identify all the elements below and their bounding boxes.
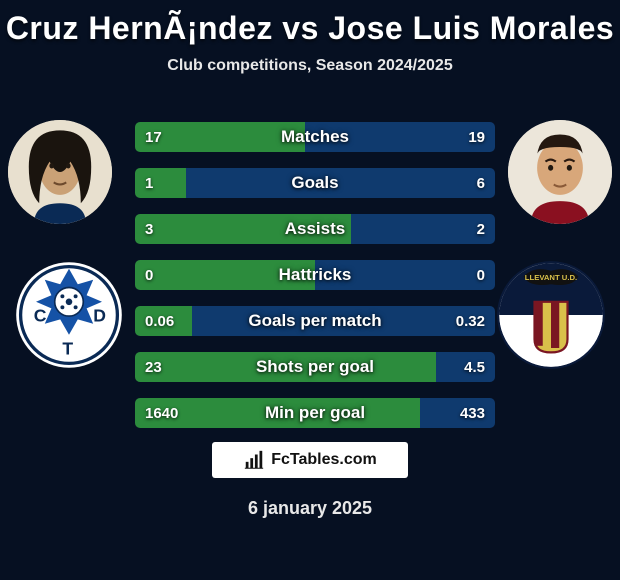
bar-right-segment: [315, 260, 495, 290]
comparison-bars: Matches1719 Goals16 Assists32 Hattricks00 Go…: [135, 122, 495, 444]
svg-text:C: C: [34, 306, 47, 326]
player-right-avatar: [508, 120, 612, 224]
bar-right-segment: [436, 352, 495, 382]
stat-row: Min per goal1640433: [135, 398, 495, 428]
bar-right-segment: [186, 168, 495, 198]
player-left-avatar: [8, 120, 112, 224]
svg-text:D: D: [93, 306, 106, 326]
bar-left-segment: [135, 122, 305, 152]
stat-row: Matches1719: [135, 122, 495, 152]
bar-left-segment: [135, 398, 420, 428]
bar-left-segment: [135, 352, 436, 382]
brand-chart-icon: [243, 449, 265, 471]
bar-left-segment: [135, 214, 351, 244]
stat-row: Hattricks00: [135, 260, 495, 290]
bar-left-segment: [135, 306, 192, 336]
bar-right-segment: [351, 214, 495, 244]
club-left-crest: C D T: [14, 260, 124, 370]
brand-text: FcTables.com: [271, 451, 377, 469]
stat-row: Goals16: [135, 168, 495, 198]
bar-right-segment: [305, 122, 495, 152]
club-right-crest: LLEVANT U.D.: [496, 260, 606, 370]
page-title: Cruz HernÃ¡ndez vs Jose Luis Morales: [0, 0, 620, 47]
svg-text:LLEVANT U.D.: LLEVANT U.D.: [525, 273, 577, 282]
stat-row: Assists32: [135, 214, 495, 244]
stat-row: Shots per goal234.5: [135, 352, 495, 382]
date-text: 6 january 2025: [0, 498, 620, 519]
stat-row: Goals per match0.060.32: [135, 306, 495, 336]
brand-badge: FcTables.com: [212, 442, 408, 478]
bar-left-segment: [135, 168, 186, 198]
subtitle: Club competitions, Season 2024/2025: [0, 57, 620, 75]
bar-right-segment: [192, 306, 495, 336]
bar-left-segment: [135, 260, 315, 290]
bar-right-segment: [420, 398, 495, 428]
svg-text:T: T: [62, 339, 73, 359]
